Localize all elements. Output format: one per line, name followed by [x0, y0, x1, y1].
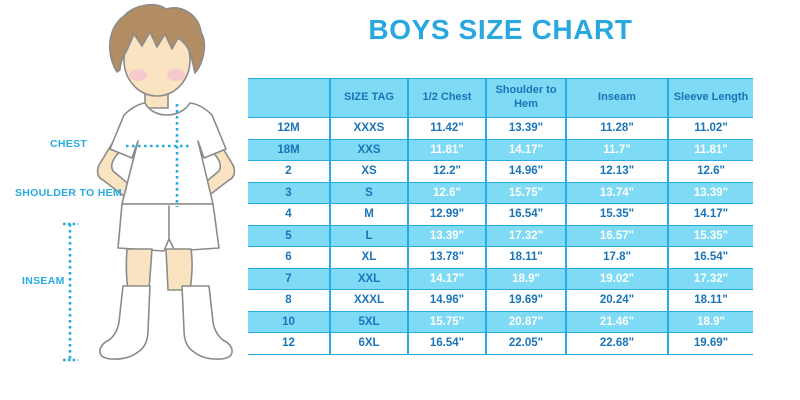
size-tag-cell: L — [330, 225, 409, 247]
size-tag-cell: XXS — [330, 139, 409, 161]
size-tag-cell: 6XL — [330, 332, 409, 355]
measurement-cell: 17.32" — [486, 225, 567, 247]
measurement-cell: 14.17" — [486, 139, 567, 161]
measurement-cell: 12.6" — [668, 160, 753, 183]
size-cell: 4 — [248, 203, 331, 226]
measurement-cell: 11.7" — [566, 139, 669, 161]
measurement-cell: 14.17" — [668, 203, 753, 226]
size-cell: 6 — [248, 246, 331, 269]
boy-leg-left — [125, 248, 153, 291]
measurement-cell: 16.57" — [566, 225, 669, 247]
measurement-cell: 18.11" — [486, 246, 567, 269]
measurement-cell: 12.2" — [408, 160, 487, 183]
boy-sock-left — [99, 285, 151, 360]
size-tag-cell: M — [330, 203, 409, 226]
column-header: Inseam — [566, 78, 669, 118]
table-row: 6 XL 13.78" 18.11" 17.8" 16.54" — [248, 246, 753, 269]
measurement-cell: 17.8" — [566, 246, 669, 269]
cheek-left — [129, 69, 147, 81]
measurement-cell: 16.54" — [668, 246, 753, 269]
measurement-cell: 20.24" — [566, 289, 669, 312]
measurement-cell: 22.68" — [566, 332, 669, 355]
table-row: 12 6XL 16.54" 22.05" 22.68" 19.69" — [248, 332, 753, 355]
boy-illustration — [63, 4, 236, 362]
shoulder-to-hem-label: SHOULDER TO HEM — [15, 187, 122, 199]
size-tag-cell: 5XL — [330, 311, 409, 333]
column-header: SIZE TAG — [330, 78, 409, 118]
size-cell: 10 — [248, 311, 331, 333]
size-tag-cell: XXL — [330, 268, 409, 290]
table-row: 3 S 12.6" 15.75" 13.74" 13.39" — [248, 182, 753, 204]
measurement-cell: 13.39" — [668, 182, 753, 204]
measurement-cell: 16.54" — [486, 203, 567, 226]
size-cell: 3 — [248, 182, 331, 204]
size-tag-cell: XXXS — [330, 117, 409, 140]
measurement-cell: 18.9" — [668, 311, 753, 333]
table-row: 8 XXXL 14.96" 19.69" 20.24" 18.11" — [248, 289, 753, 312]
size-chart-table: SIZE TAG 1/2 Chest Shoulder to Hem Inseam Sl… — [248, 78, 753, 355]
chest-label: CHEST — [50, 138, 88, 150]
column-header: Sleeve Length — [668, 78, 753, 118]
measurement-cell: 13.74" — [566, 182, 669, 204]
table-body: 12M XXXS 11.42" 13.39" 11.28" 11.02" 18M XXS 11.… — [248, 117, 753, 355]
measurement-cell: 14.96" — [486, 160, 567, 183]
measurement-cell: 22.05" — [486, 332, 567, 355]
measurement-cell: 19.69" — [668, 332, 753, 355]
table-row: 10 5XL 15.75" 20.87" 21.46" 18.9" — [248, 311, 753, 333]
size-cell: 12M — [248, 117, 331, 140]
measurement-cell: 21.46" — [566, 311, 669, 333]
measurement-cell: 18.9" — [486, 268, 567, 290]
size-tag-cell: S — [330, 182, 409, 204]
table-row: 18M XXS 11.81" 14.17" 11.7" 11.81" — [248, 139, 753, 161]
measurement-cell: 11.02" — [668, 117, 753, 140]
column-header — [248, 78, 331, 118]
measurement-cell: 13.78" — [408, 246, 487, 269]
measurement-cell: 14.96" — [408, 289, 487, 312]
size-tag-cell: XL — [330, 246, 409, 269]
measurement-cell: 20.87" — [486, 311, 567, 333]
measurement-cell: 12.6" — [408, 182, 487, 204]
measurement-cell: 15.75" — [408, 311, 487, 333]
measurement-cell: 14.17" — [408, 268, 487, 290]
measurement-cell: 18.11" — [668, 289, 753, 312]
measurement-cell: 16.54" — [408, 332, 487, 355]
size-tag-cell: XXXL — [330, 289, 409, 312]
size-cell: 18M — [248, 139, 331, 161]
size-tag-cell: XS — [330, 160, 409, 183]
size-cell: 7 — [248, 268, 331, 290]
measurement-cell: 12.99" — [408, 203, 487, 226]
measurement-cell: 11.81" — [408, 139, 487, 161]
boy-leg-right — [165, 248, 193, 291]
measurement-cell: 11.81" — [668, 139, 753, 161]
boy-hair — [108, 4, 206, 74]
measurement-cell: 11.28" — [566, 117, 669, 140]
size-cell: 5 — [248, 225, 331, 247]
table-row: 12M XXXS 11.42" 13.39" 11.28" 11.02" — [248, 117, 753, 140]
measurement-cell: 12.13" — [566, 160, 669, 183]
boy-sock-right — [181, 285, 233, 360]
measurement-cell: 19.69" — [486, 289, 567, 312]
size-cell: 8 — [248, 289, 331, 312]
cheek-right — [167, 69, 185, 81]
measurement-cell: 15.35" — [566, 203, 669, 226]
page-title: BOYS SIZE CHART — [368, 14, 633, 45]
table-row: 2 XS 12.2" 14.96" 12.13" 12.6" — [248, 160, 753, 183]
table-row: 4 M 12.99" 16.54" 15.35" 14.17" — [248, 203, 753, 226]
measurement-cell: 19.02" — [566, 268, 669, 290]
measurement-cell: 17.32" — [668, 268, 753, 290]
size-cell: 2 — [248, 160, 331, 183]
measurement-cell: 11.42" — [408, 117, 487, 140]
table-header-row: SIZE TAG 1/2 Chest Shoulder to Hem Inseam Sl… — [248, 78, 753, 118]
table-row: 5 L 13.39" 17.32" 16.57" 15.35" — [248, 225, 753, 247]
table-row: 7 XXL 14.17" 18.9" 19.02" 17.32" — [248, 268, 753, 290]
inseam-label: INSEAM — [22, 275, 65, 287]
size-cell: 12 — [248, 332, 331, 355]
boy-shirt — [109, 102, 227, 205]
column-header: Shoulder to Hem — [486, 78, 567, 118]
measurement-cell: 15.75" — [486, 182, 567, 204]
measurement-cell: 13.39" — [408, 225, 487, 247]
measurement-cell: 15.35" — [668, 225, 753, 247]
column-header: 1/2 Chest — [408, 78, 487, 118]
measurement-cell: 13.39" — [486, 117, 567, 140]
